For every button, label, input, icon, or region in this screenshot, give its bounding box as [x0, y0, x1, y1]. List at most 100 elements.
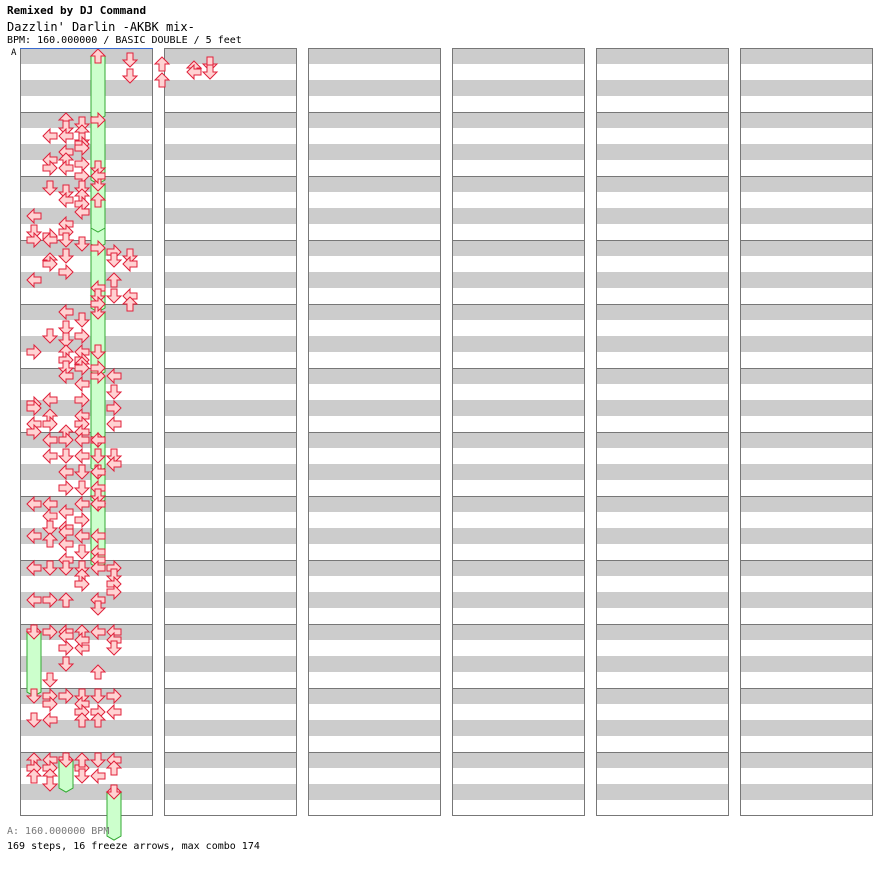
beat-band: [20, 208, 153, 224]
beat-band: [452, 432, 585, 448]
step-arrow-right: [58, 263, 74, 281]
step-arrow-left: [106, 415, 122, 433]
step-arrow-down: [73, 768, 91, 784]
step-arrow-down: [105, 252, 123, 268]
beat-band: [164, 208, 297, 224]
step-arrow-down: [57, 184, 75, 200]
step-arrow-down: [89, 160, 107, 176]
step-arrow-down: [73, 116, 91, 132]
beat-band: [164, 176, 297, 192]
step-arrow-down: [105, 640, 123, 656]
beat-band: [596, 48, 729, 64]
beat-band: [308, 464, 441, 480]
beat-band: [308, 720, 441, 736]
freeze-head-arrow: [90, 111, 106, 129]
beat-band: [308, 48, 441, 64]
beat-band: [740, 784, 873, 800]
beat-band: [452, 496, 585, 512]
beat-band: [308, 208, 441, 224]
step-arrow-up: [121, 296, 139, 312]
step-arrow-up: [25, 768, 43, 784]
beat-band: [596, 528, 729, 544]
beat-band: [164, 624, 297, 640]
step-arrow-right: [74, 511, 90, 529]
beat-band: [452, 752, 585, 768]
step-arrow-right: [42, 415, 58, 433]
beat-band: [740, 432, 873, 448]
beat-band: [740, 304, 873, 320]
beat-band: [452, 272, 585, 288]
step-arrow-left: [42, 127, 58, 145]
step-arrow-left: [90, 527, 106, 545]
beat-band: [164, 784, 297, 800]
step-arrow-left: [90, 463, 106, 481]
step-arrow-down: [41, 520, 59, 536]
beat-band: [164, 272, 297, 288]
step-arrow-left: [26, 559, 42, 577]
step-arrow-down: [201, 64, 219, 80]
beat-band: [452, 624, 585, 640]
step-arrow-down: [89, 600, 107, 616]
step-arrow-down: [41, 776, 59, 792]
column-frame: [308, 48, 441, 816]
step-arrow-right: [58, 639, 74, 657]
step-arrow-right: [58, 431, 74, 449]
beat-band: [308, 80, 441, 96]
beat-band: [164, 144, 297, 160]
step-arrow-down: [121, 248, 139, 264]
step-arrow-left: [58, 303, 74, 321]
beat-band: [164, 112, 297, 128]
beat-band: [164, 80, 297, 96]
beat-band: [308, 752, 441, 768]
beat-band: [20, 80, 153, 96]
step-arrow-left: [42, 231, 58, 249]
beat-band: [596, 624, 729, 640]
beat-band: [164, 432, 297, 448]
beat-band: [596, 400, 729, 416]
beat-band: [20, 784, 153, 800]
step-arrow-up: [105, 272, 123, 288]
beat-band: [308, 304, 441, 320]
beat-band: [596, 304, 729, 320]
beat-band: [164, 368, 297, 384]
step-arrow-left: [106, 703, 122, 721]
step-arrow-left: [90, 767, 106, 785]
step-arrow-down: [57, 448, 75, 464]
step-arrow-right: [106, 399, 122, 417]
beat-band: [308, 112, 441, 128]
column-frame: [452, 48, 585, 816]
beat-band: [452, 464, 585, 480]
beat-band: [20, 368, 153, 384]
beat-band: [596, 272, 729, 288]
beat-band: [740, 720, 873, 736]
beat-band: [452, 528, 585, 544]
step-arrow-down: [25, 712, 43, 728]
freeze-head-arrow: [89, 192, 107, 208]
step-arrow-down: [73, 688, 91, 704]
step-arrow-left: [58, 127, 74, 145]
step-arrow-right: [26, 343, 42, 361]
beat-band: [596, 496, 729, 512]
beat-band: [740, 208, 873, 224]
beat-band: [308, 240, 441, 256]
step-arrow-left: [90, 167, 106, 185]
step-arrow-left: [74, 431, 90, 449]
step-arrow-left: [122, 255, 138, 273]
column-frame: [596, 48, 729, 816]
step-arrow-left: [74, 495, 90, 513]
step-arrow-left: [74, 631, 90, 649]
beat-band: [308, 688, 441, 704]
beat-band: [596, 464, 729, 480]
step-arrow-down: [25, 224, 43, 240]
step-arrow-down: [41, 560, 59, 576]
remix-credit: Remixed by DJ Command: [7, 4, 147, 17]
step-arrow-up: [153, 56, 171, 72]
song-title: Dazzlin' Darlin -AKBK mix-: [7, 20, 195, 34]
step-arrow-left: [106, 455, 122, 473]
freeze-arrow: [90, 375, 106, 441]
beat-band: [308, 272, 441, 288]
beat-band: [164, 400, 297, 416]
beat-band: [596, 688, 729, 704]
step-arrow-up: [73, 712, 91, 728]
